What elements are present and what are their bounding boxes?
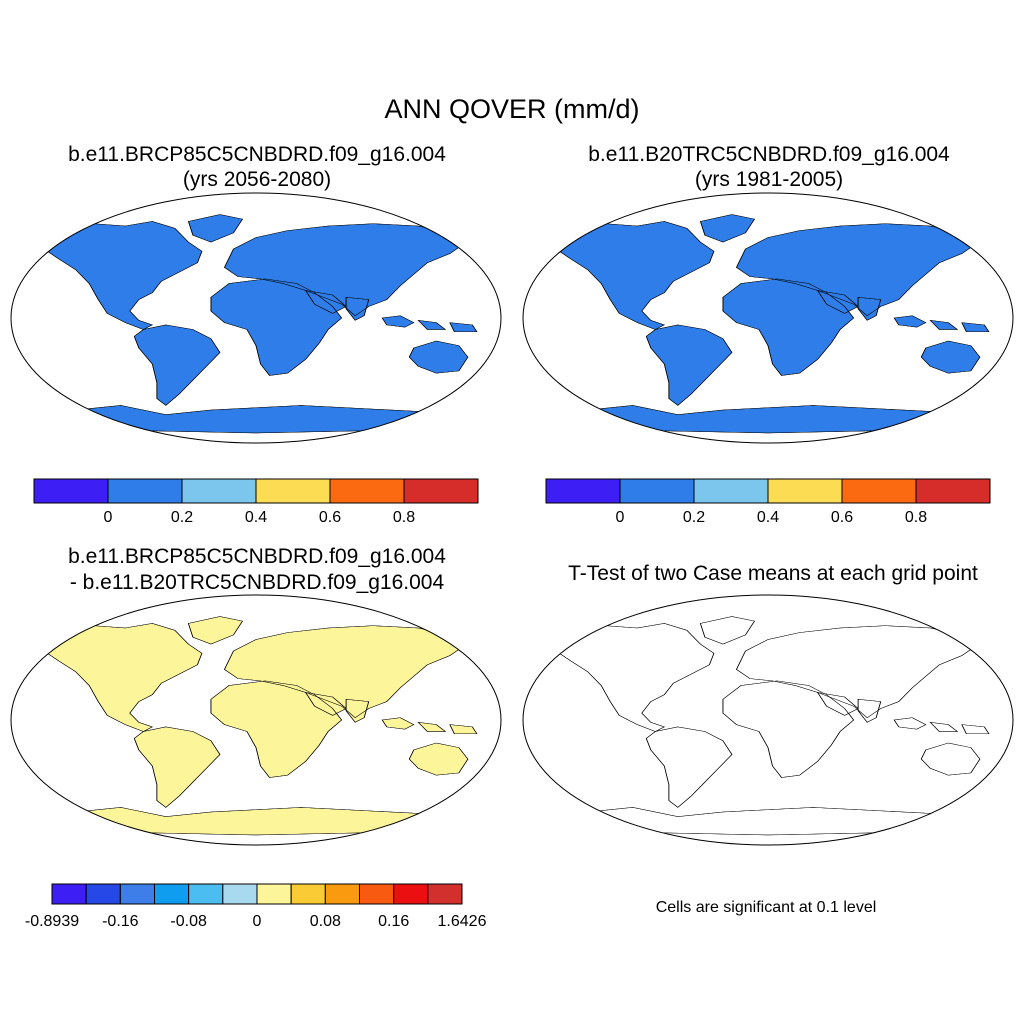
panel-title-difference-line1: b.e11.BRCP85C5CNBDRD.f09_g16.004 xyxy=(68,545,446,568)
colorbar-tick-label: -0.16 xyxy=(102,913,139,930)
colorbar-case: 0 0.2 0.4 0.6 0.8 xyxy=(33,478,479,526)
colorbar-swatch xyxy=(393,883,429,905)
colorbar-swatch xyxy=(324,883,361,905)
land-masses xyxy=(520,605,1017,835)
colorbar-swatch xyxy=(107,478,183,504)
map-border xyxy=(522,192,1014,444)
colorbar-swatch xyxy=(222,883,258,905)
land-masses xyxy=(8,605,505,838)
colorbar-tick-label: 0 xyxy=(253,913,262,930)
colorbar-tick-label: 0.08 xyxy=(310,913,341,930)
colorbar-swatch xyxy=(693,478,769,504)
map-panel-control: 0 0.2 0.4 0.6 0.8 xyxy=(520,192,1017,526)
colorbar-swatch xyxy=(767,478,843,504)
map-border xyxy=(10,594,502,846)
colorbar-swatch xyxy=(841,478,917,504)
land-masses xyxy=(8,203,505,436)
colorbar-swatch xyxy=(154,883,190,905)
figure-title: ANN QOVER (mm/d) xyxy=(384,94,640,124)
colorbar-tick-label: 1.6426 xyxy=(438,913,487,930)
colorbar-tick-label: 0 xyxy=(104,509,113,526)
map-panel-case: 0 0.2 0.4 0.6 0.8 xyxy=(8,192,505,526)
land-masses xyxy=(520,203,1017,436)
panel-subtitle-case-years: (yrs 2056-2080) xyxy=(182,168,332,191)
panel-title-ttest: T-Test of two Case means at each grid po… xyxy=(568,562,978,585)
colorbar-tick-label: 0.4 xyxy=(757,509,779,526)
colorbar-swatch xyxy=(181,478,257,504)
colorbar-swatch xyxy=(915,478,991,504)
colorbar-swatch xyxy=(427,883,463,905)
colorbar-control: 0 0.2 0.4 0.6 0.8 xyxy=(545,478,991,526)
colorbar-swatch xyxy=(255,478,331,504)
colorbar-swatch xyxy=(619,478,695,504)
colorbar-swatch xyxy=(256,883,292,905)
map-panel-difference: -0.8939 -0.16 -0.08 0 0.08 0.16 1.6426 xyxy=(8,594,505,930)
colorbar-tick-label: -0.08 xyxy=(170,913,207,930)
map-border xyxy=(522,594,1014,846)
colorbar-swatch xyxy=(188,883,224,905)
colorbar-tick-label: 0.16 xyxy=(378,913,409,930)
colorbar-tick-label: 0.6 xyxy=(319,509,341,526)
colorbar-tick-label: 0.2 xyxy=(171,509,193,526)
colorbar-tick-label: -0.8939 xyxy=(25,913,79,930)
colorbar-tick-label: 0.8 xyxy=(393,509,415,526)
colorbar-swatch xyxy=(51,883,87,905)
colorbar-swatch xyxy=(545,478,621,504)
colorbar-tick-label: 0 xyxy=(616,509,625,526)
colorbar-swatch xyxy=(403,478,479,504)
colorbar-tick-label: 0.4 xyxy=(245,509,267,526)
panel-title-difference-line2: - b.e11.B20TRC5CNBDRD.f09_g16.004 xyxy=(69,571,445,594)
colorbar-swatch xyxy=(33,478,109,504)
panel-title-control: b.e11.B20TRC5CNBDRD.f09_g16.004 xyxy=(588,143,950,166)
map-border xyxy=(10,192,502,444)
panel-title-case: b.e11.BRCP85C5CNBDRD.f09_g16.004 xyxy=(68,143,446,166)
colorbar-tick-label: 0.2 xyxy=(683,509,705,526)
panel-subtitle-control-years: (yrs 1981-2005) xyxy=(694,168,844,191)
colorbar-tick-label: 0.8 xyxy=(905,509,927,526)
significance-footnote: Cells are significant at 0.1 level xyxy=(655,899,877,916)
colorbar-swatch xyxy=(290,883,326,905)
colorbar-swatch xyxy=(359,883,395,905)
map-panel-ttest xyxy=(520,594,1017,846)
colorbar-swatch xyxy=(85,883,121,905)
colorbar-swatch xyxy=(329,478,405,504)
colorbar-swatch xyxy=(119,883,156,905)
colorbar-tick-label: 0.6 xyxy=(831,509,853,526)
colorbar-difference: -0.8939 -0.16 -0.08 0 0.08 0.16 1.6426 xyxy=(25,883,487,930)
